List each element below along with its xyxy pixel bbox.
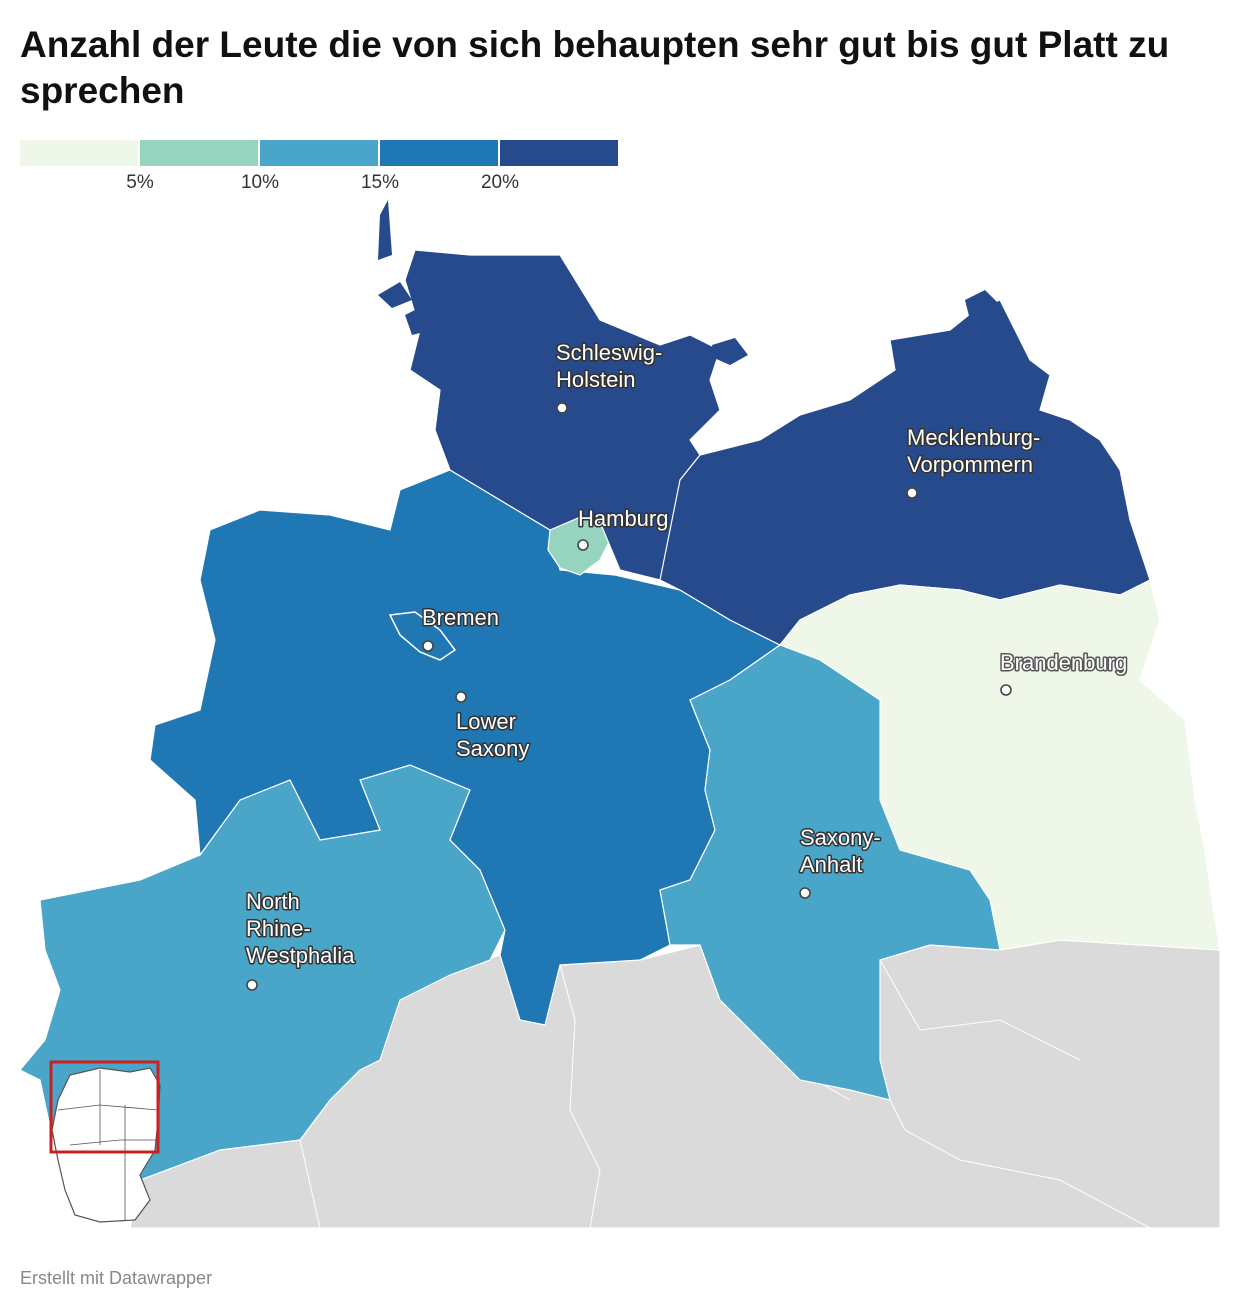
chart-title: Anzahl der Leute die von sich behaupten … <box>20 24 1170 111</box>
label-north-rhine-westphalia: North Rhine- Westphalia <box>246 889 355 968</box>
label-brandenburg: Brandenburg <box>1000 650 1127 675</box>
legend-tick-5: 5% <box>126 172 154 193</box>
dot-saxony-anhalt <box>799 887 811 899</box>
legend-tick-20: 20% <box>480 172 520 193</box>
label-schleswig-holstein: Schleswig- Holstein <box>556 340 669 392</box>
islands-sylt <box>378 200 432 335</box>
color-legend: 5% 10% 15% 20% <box>20 140 620 200</box>
dot-north-rhine-westphalia <box>246 979 258 991</box>
label-hamburg: Hamburg <box>578 506 668 531</box>
choropleth-map: Schleswig- Holstein Mecklenburg- Vorpomm… <box>19 200 1221 1229</box>
label-mecklenburg-vorpommern: Mecklenburg- Vorpommern <box>907 425 1046 477</box>
island-ruegen <box>965 290 1000 325</box>
dot-mecklenburg-vorpommern <box>906 487 918 499</box>
locator-inset <box>49 1060 161 1223</box>
legend-tick-15: 15% <box>360 172 400 193</box>
legend-swatch-1 <box>20 140 138 166</box>
label-lower-saxony: Lower Saxony <box>456 709 529 761</box>
dot-brandenburg <box>1000 684 1012 696</box>
legend-swatch-3 <box>260 140 378 166</box>
label-bremen: Bremen <box>422 605 499 630</box>
dot-lower-saxony <box>455 691 467 703</box>
region-bremen <box>388 611 457 661</box>
other-borders <box>299 944 1151 1229</box>
legend-swatch-4 <box>380 140 498 166</box>
dot-hamburg <box>577 539 589 551</box>
footer-credit: Erstellt mit Datawrapper <box>20 1268 213 1288</box>
label-saxony-anhalt: Saxony- Anhalt <box>800 825 887 877</box>
dot-bremen <box>422 640 434 652</box>
dot-schleswig-holstein <box>556 402 568 414</box>
legend-tick-10: 10% <box>240 172 280 193</box>
legend-swatch-2 <box>140 140 258 166</box>
locator-frame <box>49 1060 160 1154</box>
legend-swatch-5 <box>500 140 618 166</box>
island-fehmarn <box>712 338 748 365</box>
region-saxony-anhalt <box>659 644 1001 1101</box>
